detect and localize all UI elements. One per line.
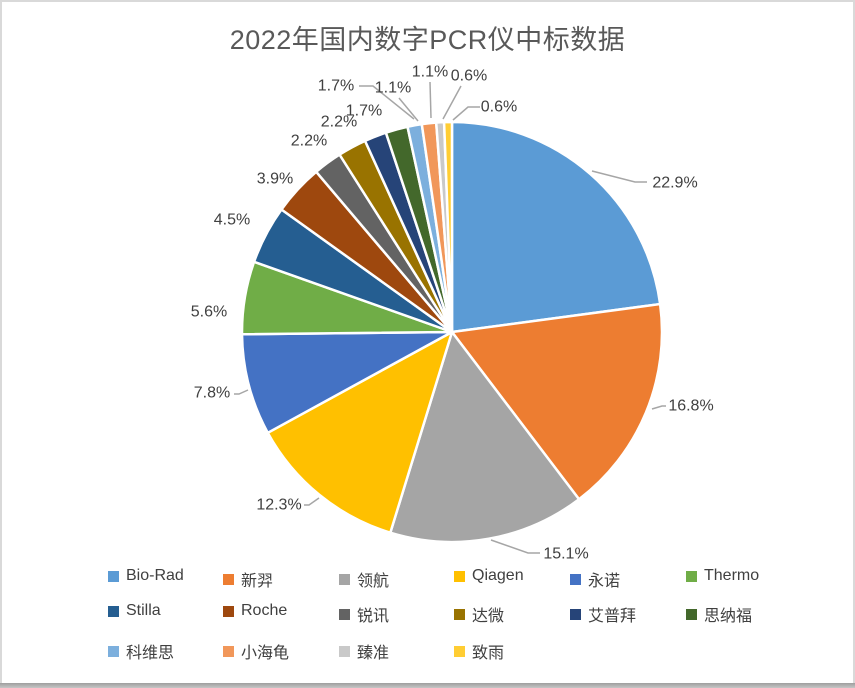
legend-item-小海龟[interactable]: 小海龟 <box>223 639 289 663</box>
legend-item-新羿[interactable]: 新羿 <box>223 567 273 591</box>
data-label-Roche: 3.9% <box>257 171 293 188</box>
label-leader-line-致雨 <box>452 106 480 121</box>
legend-label: 艾普拜 <box>588 608 637 625</box>
data-label-领航: 15.1% <box>543 546 588 563</box>
label-leader-line-小海龟 <box>429 81 432 119</box>
data-label-科维思: 1.1% <box>375 80 411 97</box>
data-label-臻准: 0.6% <box>451 68 487 85</box>
legend-item-科维思[interactable]: 科维思 <box>108 639 174 663</box>
label-leader-line-领航 <box>490 539 540 554</box>
legend-swatch-臻准 <box>339 645 350 657</box>
legend-swatch-锐讯 <box>339 608 350 620</box>
data-label-锐讯: 2.2% <box>291 133 327 150</box>
label-leader-line-新羿 <box>651 405 666 410</box>
label-leader-line-科维思 <box>398 97 419 122</box>
legend-swatch-新羿 <box>223 573 234 585</box>
pie-slice-永诺[interactable] <box>240 330 454 435</box>
legend-swatch-Qiagen <box>454 570 465 582</box>
chart-title: 2022年国内数字PCR仪中标数据 <box>229 25 626 55</box>
pie-slice-Bio-Rad[interactable] <box>450 120 662 334</box>
label-leader-line-Qiagen <box>304 497 320 506</box>
legend-label: 科维思 <box>126 645 175 662</box>
pie-slice-Qiagen[interactable] <box>266 330 454 534</box>
legend-swatch-Stilla <box>108 605 119 617</box>
data-label-致雨: 0.6% <box>481 99 517 116</box>
legend-item-永诺[interactable]: 永诺 <box>570 567 620 591</box>
legend-label: 永诺 <box>588 573 621 590</box>
legend-item-臻准[interactable]: 臻准 <box>339 639 389 663</box>
data-label-Qiagen: 12.3% <box>256 497 301 514</box>
label-leader-line-思纳福 <box>359 85 415 120</box>
data-label-Bio-Rad: 22.9% <box>652 175 697 192</box>
legend-swatch-领航 <box>339 573 350 585</box>
legend-swatch-达微 <box>454 608 465 620</box>
legend-item-Stilla[interactable]: Stilla <box>108 602 161 620</box>
legend-swatch-科维思 <box>108 645 119 657</box>
legend-swatch-思纳福 <box>686 608 697 620</box>
legend-swatch-Thermo <box>686 570 697 582</box>
legend-label: Stilla <box>126 602 161 619</box>
legend-label: Bio-Rad <box>126 567 184 584</box>
data-label-Stilla: 4.5% <box>214 212 250 229</box>
legend-label: 致雨 <box>472 645 505 662</box>
pie-slice-致雨[interactable] <box>442 120 454 334</box>
legend-label: 新羿 <box>241 573 274 590</box>
pie-chart-svg: 22.9% 16.8% 15.1% 12.3% 7.8% 5.6% 4.5% 3.9% 2.2%… <box>191 64 714 563</box>
label-leader-line-Bio-Rad <box>591 170 647 183</box>
legend-item-Thermo[interactable]: Thermo <box>686 567 759 585</box>
legend-label: 领航 <box>357 573 390 590</box>
legend-item-致雨[interactable]: 致雨 <box>454 639 504 663</box>
legend-item-领航[interactable]: 领航 <box>339 567 389 591</box>
legend-item-艾普拜[interactable]: 艾普拜 <box>570 602 636 626</box>
data-label-新羿: 16.8% <box>668 398 713 415</box>
legend-label: 思纳福 <box>704 608 753 625</box>
legend-swatch-永诺 <box>570 573 581 585</box>
legend-item-Roche[interactable]: Roche <box>223 602 287 620</box>
pie-slice-领航[interactable] <box>389 330 581 544</box>
label-leader-line-永诺 <box>234 389 249 395</box>
legend-swatch-Bio-Rad <box>108 570 119 582</box>
legend-swatch-Roche <box>223 605 234 617</box>
legend-label: 臻准 <box>357 645 390 662</box>
data-label-Thermo: 5.6% <box>191 304 227 321</box>
data-label-思纳福: 1.7% <box>318 78 354 95</box>
legend-item-锐讯[interactable]: 锐讯 <box>339 602 389 626</box>
legend-item-思纳福[interactable]: 思纳福 <box>686 602 752 626</box>
legend-label: 锐讯 <box>357 608 390 625</box>
data-label-达微: 2.2% <box>321 114 357 131</box>
legend-swatch-小海龟 <box>223 645 234 657</box>
data-label-艾普拜: 1.7% <box>346 103 382 120</box>
legend-item-Qiagen[interactable]: Qiagen <box>454 567 524 585</box>
data-label-小海龟: 1.1% <box>412 64 448 81</box>
legend-label: Qiagen <box>472 567 524 584</box>
pie-slice-新羿[interactable] <box>450 302 664 501</box>
legend-label: Thermo <box>704 567 760 584</box>
legend-swatch-艾普拜 <box>570 608 581 620</box>
legend-item-Bio-Rad[interactable]: Bio-Rad <box>108 567 184 585</box>
legend-swatch-致雨 <box>454 645 465 657</box>
legend-label: 达微 <box>472 608 505 625</box>
legend-item-达微[interactable]: 达微 <box>454 602 504 626</box>
label-leader-line-臻准 <box>442 85 462 120</box>
window-bottom-edge <box>0 683 855 688</box>
legend-label: Roche <box>241 602 288 619</box>
legend-label: 小海龟 <box>241 645 290 662</box>
data-label-永诺: 7.8% <box>194 385 230 402</box>
